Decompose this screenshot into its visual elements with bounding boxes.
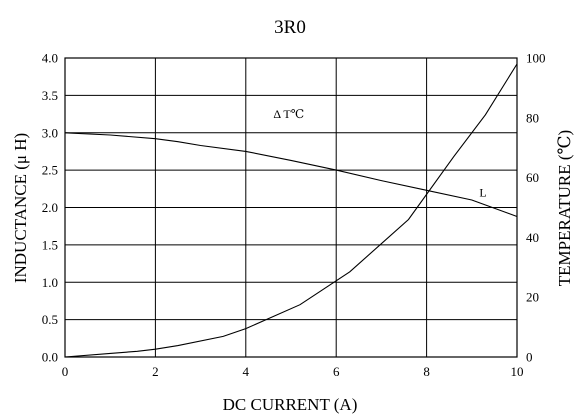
y2-tick-label: 20 <box>526 290 539 305</box>
y-tick-label: 0.0 <box>42 350 58 365</box>
y-tick-label: 3.5 <box>42 88 58 103</box>
x-axis-label: DC CURRENT (A) <box>223 395 358 414</box>
y2-tick-label: 40 <box>526 230 539 245</box>
x-tick-label: 0 <box>62 364 69 379</box>
tick-labels: 0 2 4 6 8 10 0.0 0.5 1.0 1.5 2.0 2.5 3.0 3.5 4.0 0 20 40 6… <box>42 51 546 380</box>
annotation-delta-t: Δ T℃ <box>273 107 304 121</box>
y2-tick-label: 60 <box>526 170 539 185</box>
y-tick-label: 1.0 <box>42 275 58 290</box>
plot-border <box>64 57 518 358</box>
y-tick-label: 2.5 <box>42 163 58 178</box>
grid-lines <box>64 57 518 358</box>
y2-tick-label: 100 <box>526 51 546 66</box>
plot-frame <box>64 57 518 358</box>
y-tick-label: 1.5 <box>42 237 58 252</box>
x-tick-label: 6 <box>333 364 340 379</box>
x-tick-label: 8 <box>423 364 430 379</box>
temperature-rise-line <box>64 63 518 358</box>
y-tick-label: 0.5 <box>42 312 58 327</box>
annotation-l: L <box>479 185 486 199</box>
y2-tick-label: 80 <box>526 110 539 125</box>
y-tick-label: 2.0 <box>42 200 58 215</box>
series-lines <box>64 63 518 358</box>
x-tick-label: 2 <box>152 364 159 379</box>
y2-tick-label: 0 <box>526 350 533 365</box>
y2-axis-label: TEMPERATURE (℃) <box>555 130 574 286</box>
y-tick-label: 4.0 <box>42 51 58 66</box>
y-tick-label: 3.0 <box>42 125 58 140</box>
x-tick-label: 4 <box>243 364 250 379</box>
y-axis-label: INDUCTANCE (μ H) <box>11 133 30 283</box>
chart-title: 3R0 <box>274 17 306 38</box>
inductance-line <box>64 132 518 218</box>
x-tick-label: 10 <box>511 364 524 379</box>
